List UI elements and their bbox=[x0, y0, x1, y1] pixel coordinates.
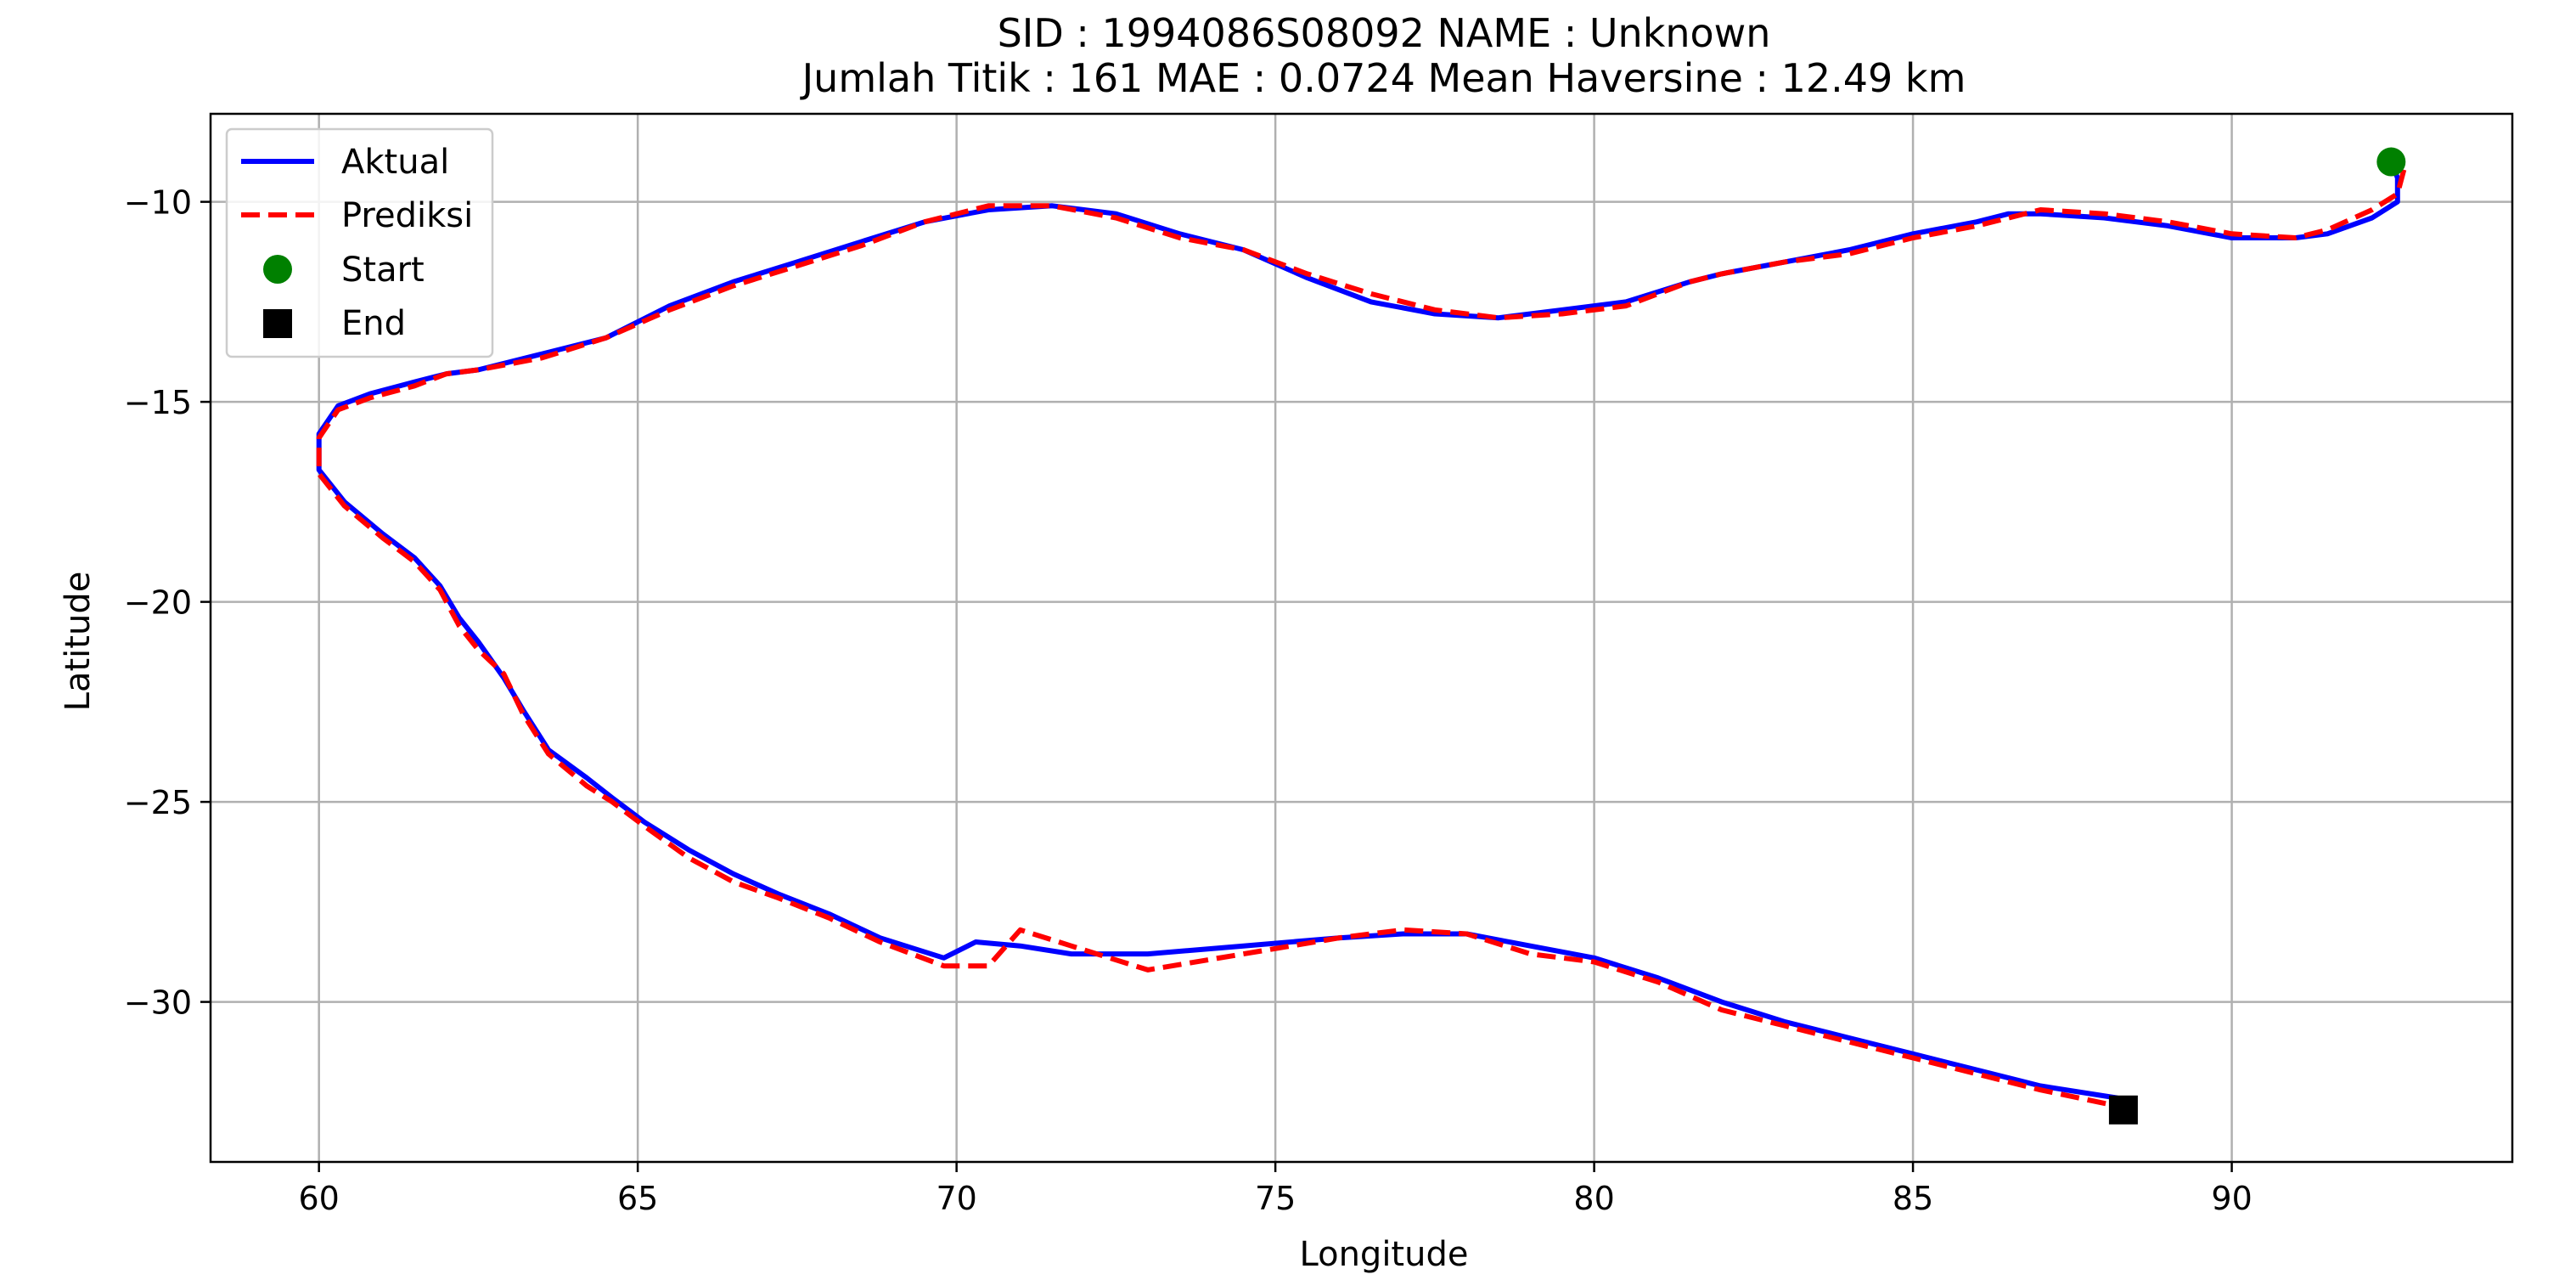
y-tick-label: −25 bbox=[124, 784, 192, 821]
start-marker bbox=[2376, 147, 2406, 177]
chart-title-line2: Jumlah Titik : 161 MAE : 0.0724 Mean Hav… bbox=[800, 55, 1966, 101]
x-tick-label: 80 bbox=[1573, 1180, 1614, 1217]
legend-prediksi-label: Prediksi bbox=[341, 196, 473, 235]
y-tick-label: −15 bbox=[124, 384, 192, 421]
y-axis-ticks: −10 −15 −20 −25 −30 bbox=[124, 184, 211, 1022]
chart-title-line1: SID : 1994086S08092 NAME : Unknown bbox=[998, 10, 1771, 56]
y-tick-label: −10 bbox=[124, 184, 192, 222]
x-axis-label: Longitude bbox=[1300, 1235, 1469, 1274]
legend-start-swatch bbox=[263, 255, 292, 284]
legend-end-swatch bbox=[263, 309, 292, 338]
series-prediksi-line bbox=[316, 169, 2407, 1109]
y-tick-label: −20 bbox=[124, 584, 192, 622]
legend: Aktual Prediksi Start End bbox=[225, 127, 494, 358]
x-tick-label: 60 bbox=[298, 1180, 339, 1217]
series-lines bbox=[316, 159, 2407, 1109]
legend-end-label: End bbox=[341, 304, 406, 343]
endpoint-markers bbox=[2108, 147, 2406, 1125]
end-marker bbox=[2108, 1095, 2138, 1125]
x-tick-label: 70 bbox=[936, 1180, 976, 1217]
x-tick-label: 65 bbox=[617, 1180, 658, 1217]
legend-start-label: Start bbox=[341, 251, 425, 290]
x-tick-label: 85 bbox=[1893, 1180, 1933, 1217]
x-tick-label: 90 bbox=[2211, 1180, 2252, 1217]
legend-aktual-label: Aktual bbox=[341, 143, 449, 182]
y-axis-label: Latitude bbox=[59, 572, 98, 712]
y-tick-label: −30 bbox=[124, 984, 192, 1022]
x-axis-ticks: 60 65 70 75 80 85 90 bbox=[298, 1162, 2253, 1217]
series-aktual-line bbox=[316, 159, 2400, 1101]
x-tick-label: 75 bbox=[1255, 1180, 1296, 1217]
grid-lines bbox=[211, 114, 2512, 1162]
plot-frame bbox=[209, 112, 2514, 1164]
legend-box bbox=[225, 127, 494, 358]
